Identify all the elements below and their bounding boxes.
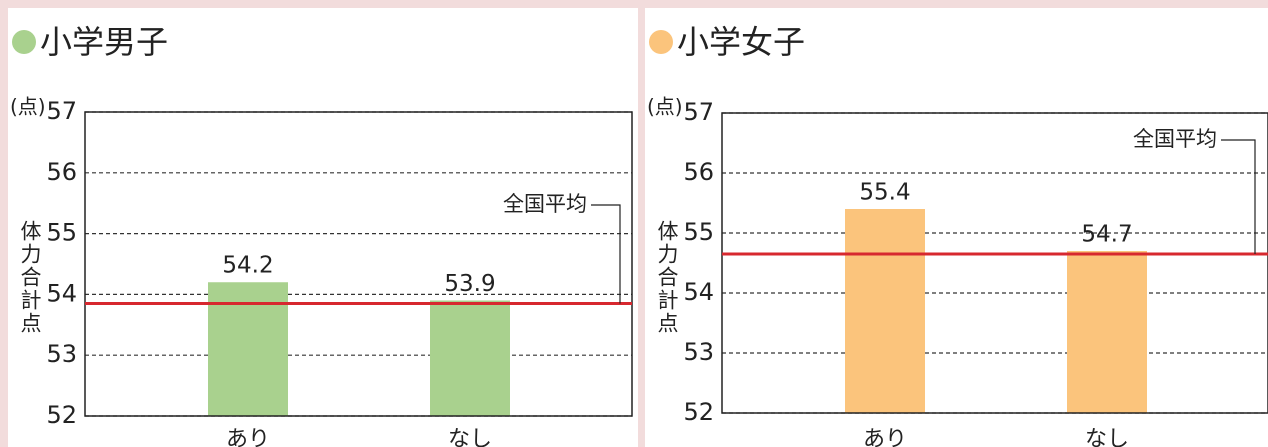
data-label: 53.9: [444, 271, 495, 297]
reference-label: 全国平均: [503, 192, 587, 216]
y-tick-label: 52: [46, 401, 77, 429]
bar: [845, 209, 925, 413]
bar: [430, 300, 510, 416]
y-axis-label: 体力合計点: [655, 220, 679, 335]
y-unit: (点): [647, 95, 683, 119]
y-tick-label: 56: [683, 158, 714, 186]
y-unit: (点): [10, 95, 46, 119]
y-tick-label: 53: [46, 340, 77, 368]
panel: [8, 8, 638, 447]
panel: [645, 8, 1268, 447]
chart-title: 小学女子: [677, 23, 805, 61]
y-tick-label: 54: [46, 279, 77, 307]
x-tick-label: あり: [226, 427, 270, 447]
y-tick-label: 54: [683, 278, 714, 306]
plot-frame: [721, 112, 1268, 414]
reference-label: 全国平均: [1133, 127, 1217, 151]
x-tick-label: なし: [448, 427, 492, 447]
reference-leader: [591, 204, 621, 304]
x-tick-label: なし: [1085, 427, 1129, 447]
bar: [1067, 251, 1147, 413]
plot-frame: [84, 111, 633, 417]
y-tick-label: 57: [683, 98, 714, 126]
y-tick-label: 56: [46, 158, 77, 186]
y-tick-label: 53: [683, 338, 714, 366]
y-tick-label: 55: [46, 219, 77, 247]
chart-title: 小学男子: [40, 23, 168, 61]
title-dot: [12, 30, 36, 54]
y-axis-label: 体力合計点: [18, 220, 42, 335]
data-label: 54.7: [1081, 222, 1132, 248]
y-tick-label: 55: [683, 218, 714, 246]
reference-leader: [1221, 139, 1256, 254]
y-tick-label: 52: [683, 398, 714, 426]
data-label: 54.2: [222, 253, 273, 279]
x-tick-label: あり: [863, 427, 907, 447]
y-tick-label: 57: [46, 97, 77, 125]
title-dot: [649, 30, 673, 54]
data-label: 55.4: [859, 180, 910, 206]
